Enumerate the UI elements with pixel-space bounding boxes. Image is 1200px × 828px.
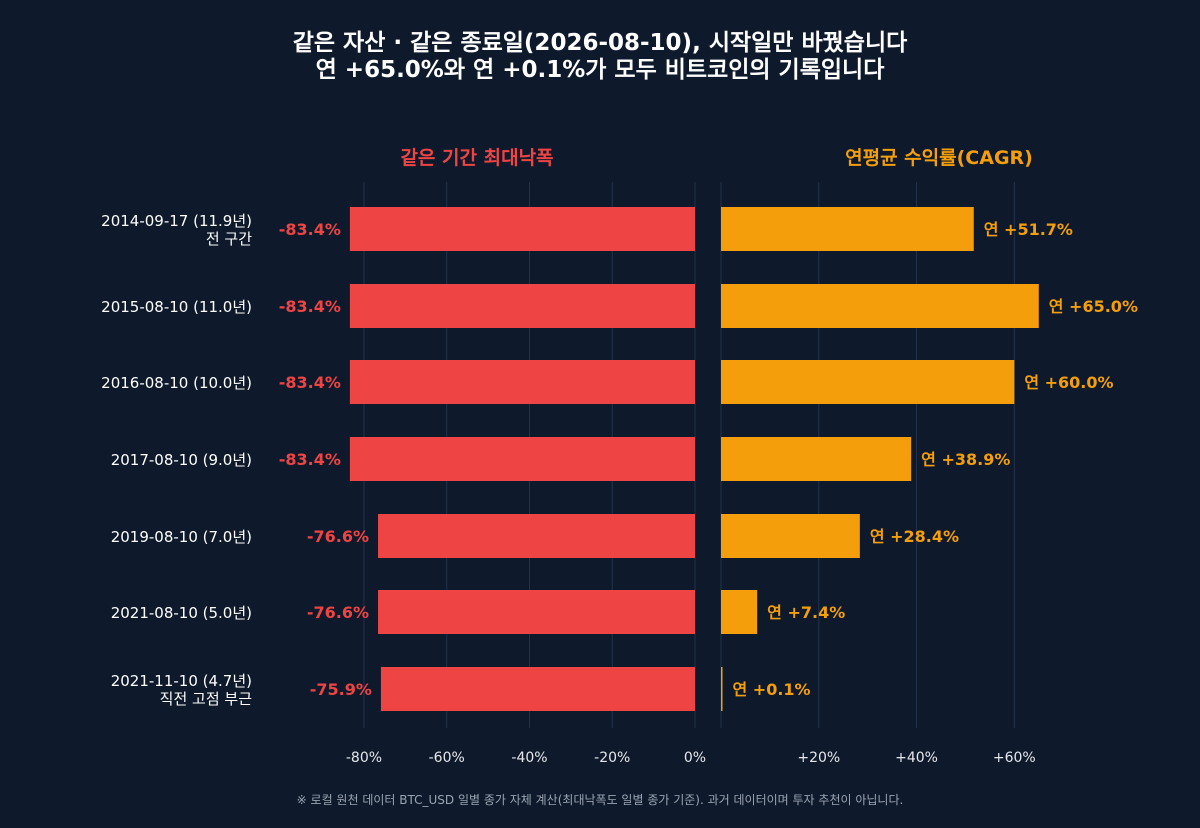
panel-title-cagr: 연평균 수익률(CAGR) <box>845 147 1033 169</box>
x-tick-label-cagr: +40% <box>895 750 938 766</box>
cagr-value-label: 연 +60.0% <box>1024 373 1113 392</box>
drawdown-value-label: -76.6% <box>307 603 369 622</box>
category-label: 직전 고점 부근 <box>160 690 253 708</box>
panel-title-drawdown: 같은 기간 최대낙폭 <box>400 147 553 169</box>
cagr-bar <box>721 514 860 558</box>
category-label: 2021-08-10 (5.0년) <box>111 604 252 622</box>
x-tick-label-drawdown: -80% <box>346 750 382 766</box>
x-tick-label-drawdown: -60% <box>429 750 465 766</box>
drawdown-bar <box>349 360 695 404</box>
drawdown-bar <box>349 437 695 481</box>
x-tick-label-drawdown: 0% <box>684 750 706 766</box>
cagr-bar <box>721 207 974 251</box>
drawdown-bar <box>349 284 695 328</box>
drawdown-bar <box>349 207 695 251</box>
cagr-value-label: 연 +38.9% <box>921 450 1010 469</box>
category-label: 2017-08-10 (9.0년) <box>111 451 252 469</box>
cagr-bar <box>721 360 1015 404</box>
chart-title-line: 연 +65.0%와 연 +0.1%가 모두 비트코인의 기록입니다 <box>316 57 885 83</box>
category-label: 2021-11-10 (4.7년) <box>111 672 252 690</box>
cagr-value-label: 연 +65.0% <box>1049 297 1138 316</box>
x-tick-label-cagr: +60% <box>993 750 1036 766</box>
drawdown-value-label: -83.4% <box>279 297 341 316</box>
x-tick-label-drawdown: -40% <box>511 750 547 766</box>
category-label: 2015-08-10 (11.0년) <box>101 298 252 316</box>
drawdown-bar <box>378 514 695 558</box>
category-label: 2016-08-10 (10.0년) <box>101 374 252 392</box>
cagr-bar <box>721 437 912 481</box>
cagr-value-label: 연 +7.4% <box>767 603 845 622</box>
drawdown-value-label: -83.4% <box>279 220 341 239</box>
x-tick-label-cagr: +20% <box>797 750 840 766</box>
cagr-value-label: 연 +0.1% <box>733 680 811 699</box>
drawdown-value-label: -76.6% <box>307 527 369 546</box>
cagr-value-label: 연 +51.7% <box>984 220 1073 239</box>
category-label: 2019-08-10 (7.0년) <box>111 528 252 546</box>
drawdown-value-label: -83.4% <box>279 373 341 392</box>
cagr-bar <box>721 284 1039 328</box>
cagr-value-label: 연 +28.4% <box>870 527 959 546</box>
x-tick-label-drawdown: -20% <box>594 750 630 766</box>
category-label: 전 구간 <box>206 230 252 248</box>
chart-title-line: 같은 자산 · 같은 종료일(2026-08-10), 시작일만 바꿨습니다 <box>293 30 908 56</box>
category-label: 2014-09-17 (11.9년) <box>101 212 252 230</box>
drawdown-bar <box>378 590 695 634</box>
cagr-bar <box>721 667 723 711</box>
footnote: ※ 로컬 원천 데이터 BTC_USD 일별 종가 자체 계산(최대낙폭도 일별… <box>297 792 904 807</box>
cagr-bar <box>721 590 758 634</box>
drawdown-bar <box>380 667 695 711</box>
drawdown-value-label: -75.9% <box>310 680 372 699</box>
drawdown-value-label: -83.4% <box>279 450 341 469</box>
